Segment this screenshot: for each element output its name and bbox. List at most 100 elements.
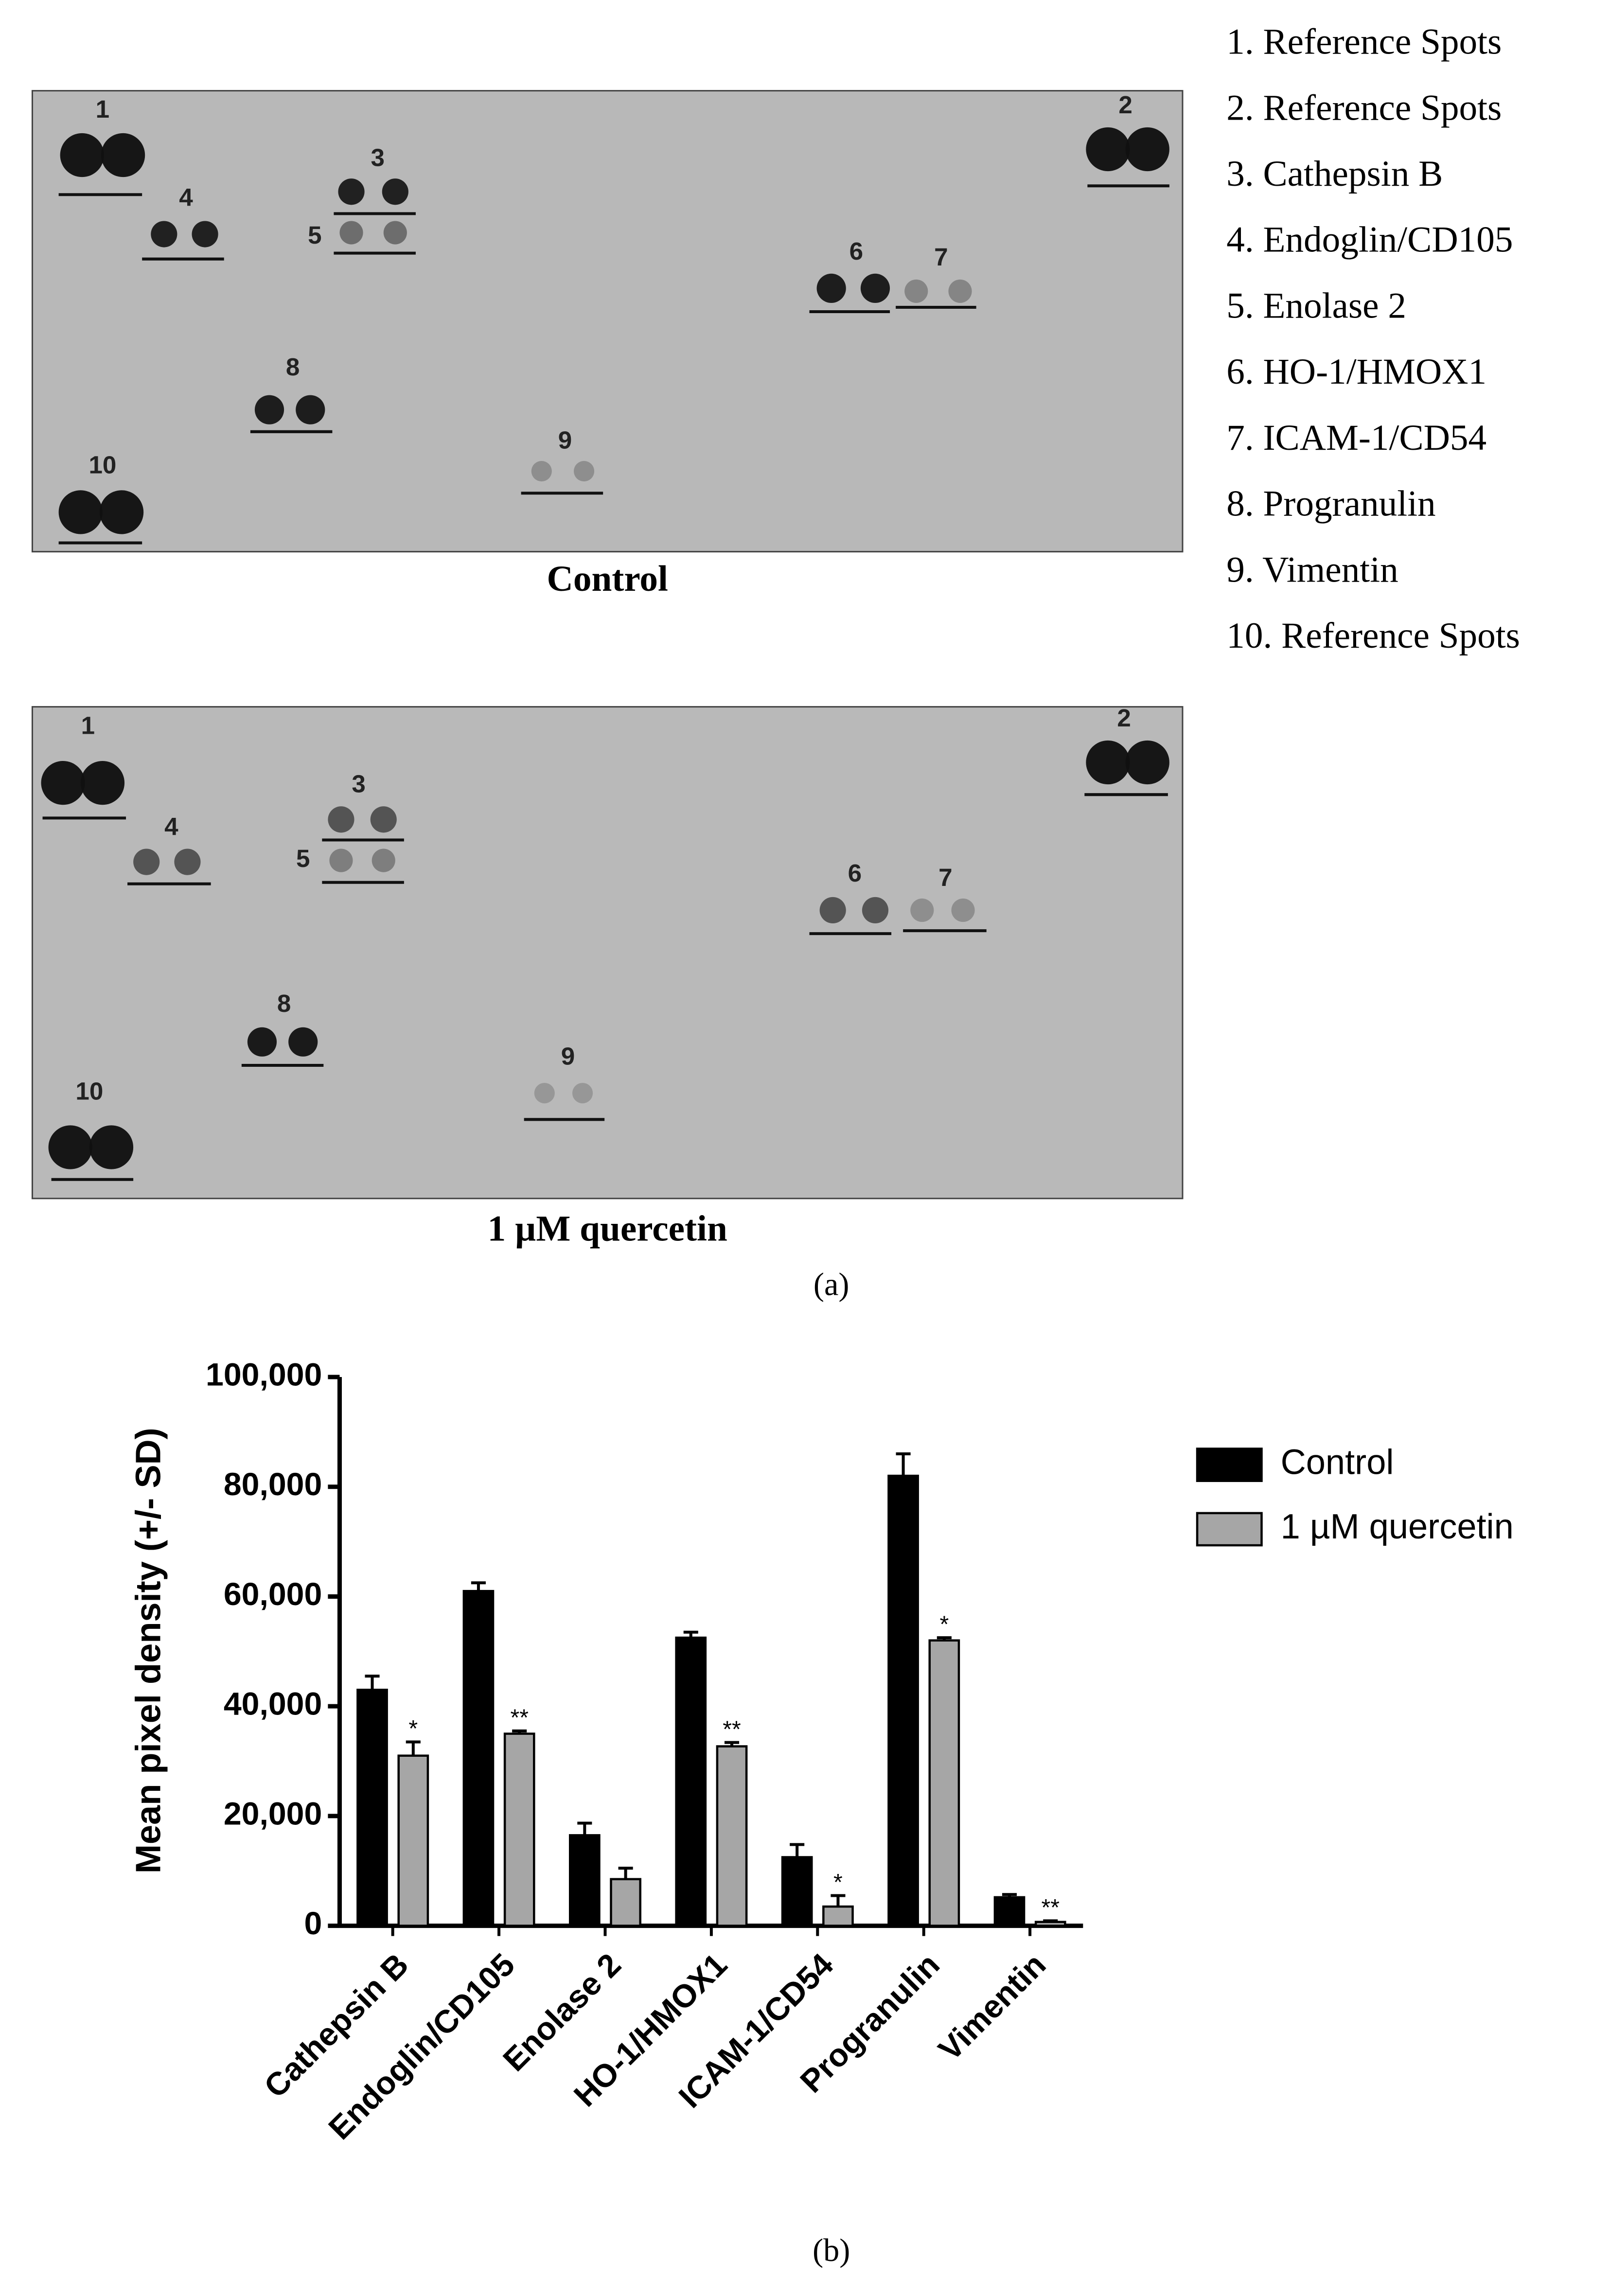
spot-label: 4 <box>164 812 178 840</box>
x-tick-label: Vimentin <box>932 1946 1053 2067</box>
blot-caption: Control <box>547 559 668 599</box>
spot-label: 6 <box>848 859 862 887</box>
legend-list-item: 10. Reference Spots <box>1226 616 1520 656</box>
legend-swatch <box>1196 1448 1263 1482</box>
panel-label: (a) <box>814 1267 849 1303</box>
panel-label: (b) <box>813 2233 850 2268</box>
legend-list-item: 3. Cathepsin B <box>1226 154 1443 194</box>
spot <box>80 760 125 805</box>
spot-label: 2 <box>1117 704 1131 732</box>
spot <box>133 848 160 875</box>
legend-list-item: 4. Endoglin/CD105 <box>1226 220 1513 260</box>
spot <box>328 806 354 833</box>
spot <box>60 133 104 177</box>
bar <box>610 1878 641 1927</box>
y-tick-label: 20,000 <box>224 1796 322 1832</box>
error-bar <box>1043 1919 1058 1923</box>
error-bar <box>618 1867 633 1879</box>
legend-list-item: 7. ICAM-1/CD54 <box>1226 418 1486 458</box>
spot <box>372 848 395 872</box>
spot <box>1086 127 1130 172</box>
spot <box>816 273 846 303</box>
bar <box>503 1732 535 1927</box>
spot-label: 6 <box>849 237 863 265</box>
significance-label: * <box>939 1611 949 1638</box>
spot-label: 9 <box>561 1042 575 1070</box>
error-bar <box>512 1729 527 1734</box>
significance-label: * <box>833 1869 843 1895</box>
spot <box>531 461 552 482</box>
spot <box>338 178 365 205</box>
legend-list-item: 1. Reference Spots <box>1226 22 1502 62</box>
bar <box>462 1590 495 1927</box>
error-bar <box>683 1630 698 1638</box>
spot-label: 1 <box>96 95 109 123</box>
legend-list-item: 9. Vimentin <box>1226 549 1398 590</box>
legend-label: 1 µM quercetin <box>1281 1507 1514 1546</box>
y-tick-label: 0 <box>304 1906 322 1942</box>
y-tick-label: 60,000 <box>224 1576 322 1612</box>
significance-label: ** <box>723 1716 741 1742</box>
spot <box>89 1125 134 1169</box>
spot <box>948 279 972 303</box>
spot-label: 5 <box>296 845 310 872</box>
spot-label: 3 <box>371 144 384 172</box>
y-axis-label: Mean pixel density (+/- SD) <box>129 1428 168 1873</box>
bar <box>675 1636 707 1927</box>
error-bar <box>406 1740 421 1756</box>
legend-label: Control <box>1281 1443 1394 1482</box>
error-bar <box>724 1741 740 1747</box>
spot <box>1086 740 1130 785</box>
spot-label: 4 <box>179 183 193 211</box>
spot-label: 9 <box>558 426 572 454</box>
legend-list-item: 6. HO-1/HMOX1 <box>1226 352 1486 392</box>
spot <box>860 273 890 303</box>
spot <box>904 279 928 303</box>
bar <box>397 1754 429 1927</box>
x-tick-label: Endoglin/CD105 <box>322 1946 522 2146</box>
blot-quercetin <box>31 706 1184 1200</box>
error-bar <box>896 1452 911 1476</box>
spot-label: 10 <box>75 1077 103 1105</box>
bar <box>568 1834 601 1927</box>
y-tick-label: 80,000 <box>224 1466 322 1502</box>
error-bar <box>790 1843 805 1857</box>
significance-label: ** <box>1042 1894 1060 1921</box>
spot <box>174 848 201 875</box>
blot-control <box>31 90 1184 553</box>
spot <box>339 221 363 245</box>
error-bar <box>937 1636 952 1641</box>
bar <box>887 1474 919 1927</box>
bar <box>716 1745 748 1927</box>
spot-label: 8 <box>286 353 300 381</box>
spot <box>247 1027 277 1057</box>
spot-label: 7 <box>938 864 952 891</box>
spot <box>951 898 975 922</box>
blot-caption: 1 µM quercetin <box>488 1208 727 1249</box>
spot <box>910 898 934 922</box>
spot <box>58 490 103 534</box>
spot <box>862 897 889 924</box>
spot <box>41 760 85 805</box>
error-bar <box>365 1675 380 1690</box>
error-bar <box>577 1821 592 1836</box>
spot <box>1125 127 1169 172</box>
spot <box>288 1027 318 1057</box>
spot <box>383 221 407 245</box>
spot <box>370 806 397 833</box>
spot-label: 10 <box>88 451 116 479</box>
legend-list-item: 5. Enolase 2 <box>1226 285 1406 326</box>
spot <box>329 848 353 872</box>
bar <box>822 1905 854 1927</box>
significance-label: * <box>408 1715 418 1742</box>
spot <box>572 1083 593 1104</box>
bar <box>1034 1921 1066 1927</box>
legend-list-item: 2. Reference Spots <box>1226 88 1502 128</box>
error-bar <box>1002 1893 1017 1897</box>
error-bar <box>471 1581 486 1591</box>
legend-list-item: 8. Progranulin <box>1226 484 1435 524</box>
spot-label: 7 <box>934 243 948 271</box>
bar <box>928 1639 960 1927</box>
spot-label: 8 <box>277 989 291 1017</box>
y-tick-label: 40,000 <box>224 1686 322 1722</box>
